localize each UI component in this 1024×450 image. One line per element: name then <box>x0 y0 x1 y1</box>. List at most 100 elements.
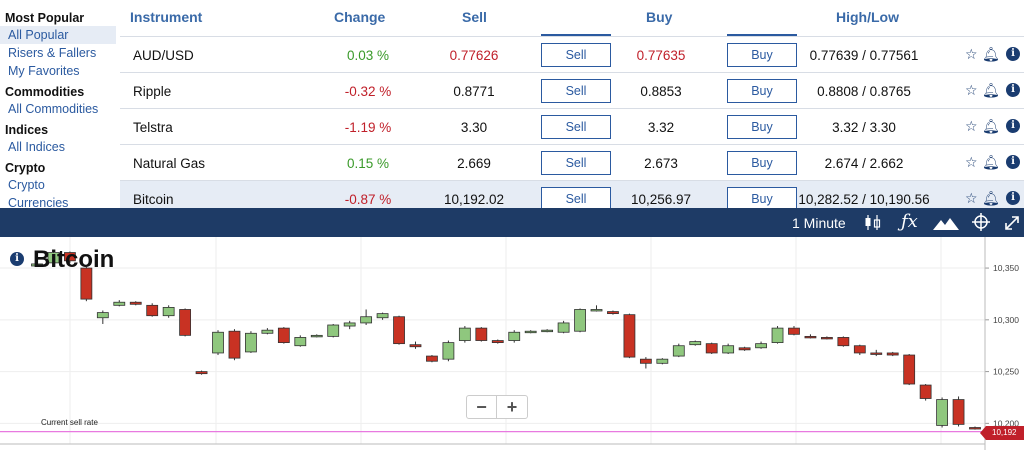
candle <box>113 301 126 306</box>
instrument-table: Instrument Change Sell Buy High/Low AUD/… <box>120 0 1024 216</box>
table-row[interactable]: AUD/USD 0.03 % 0.77626 Sell 0.77635 Buy 0.7763… <box>120 36 1024 72</box>
candle <box>129 301 142 305</box>
mountain-icon[interactable] <box>933 217 959 230</box>
bell-icon[interactable]: 🔔︎ <box>982 190 1000 206</box>
star-icon[interactable]: ☆ <box>965 190 978 206</box>
candle <box>574 309 586 332</box>
candle <box>903 354 916 385</box>
sidebar-item-all-popular[interactable]: All Popular <box>0 26 116 44</box>
sidebar-item-risers-fallers[interactable]: Risers & Fallers <box>8 46 97 60</box>
sidebar-item-crypto-currencies[interactable]: Crypto Currencies <box>8 178 69 210</box>
bell-icon[interactable]: 🔔︎ <box>982 82 1000 98</box>
info-icon[interactable]: i <box>1006 155 1020 169</box>
chart-toolbar: 1 Minute ƒx <box>0 208 1024 237</box>
sell-price: 2.669 <box>457 156 491 171</box>
zoom-in-button[interactable]: + <box>506 397 518 417</box>
instrument-name[interactable]: Telstra <box>133 120 173 135</box>
table-header: Instrument Change Sell Buy High/Low <box>120 0 1024 36</box>
change-value: 0.15 % <box>346 156 390 171</box>
candle <box>458 327 471 341</box>
info-icon[interactable]: i <box>1006 119 1020 133</box>
high-low-value: 2.674 / 2.662 <box>824 156 904 171</box>
sidebar-group-commodities: Commodities <box>5 85 85 99</box>
bell-icon[interactable]: 🔔︎ <box>982 118 1000 134</box>
sell-button[interactable]: Sell <box>541 187 611 211</box>
buy-button[interactable]: Buy <box>727 115 797 139</box>
candle <box>376 313 389 319</box>
zoom-out-button[interactable]: − <box>467 396 498 418</box>
expand-icon[interactable] <box>1004 215 1020 231</box>
sell-button[interactable]: Sell <box>541 115 611 139</box>
buy-button[interactable]: Buy <box>727 151 797 175</box>
chart-info-icon[interactable]: i <box>10 252 24 266</box>
crosshair-icon[interactable] <box>972 213 990 231</box>
candle <box>294 337 307 347</box>
candle <box>393 316 405 345</box>
candle <box>245 332 257 353</box>
candle <box>837 337 850 347</box>
table-row[interactable]: Telstra -1.19 % 3.30 Sell 3.32 Buy 3.32 / 3.30… <box>120 108 1024 144</box>
candle <box>656 358 669 364</box>
candlestick-icon[interactable] <box>864 214 882 231</box>
buy-price: 3.32 <box>647 120 675 135</box>
candle <box>228 330 241 359</box>
table-row[interactable]: Ripple -0.32 % 0.8771 Sell 0.8853 Buy 0.8808 /… <box>120 72 1024 108</box>
instrument-name[interactable]: AUD/USD <box>133 48 194 63</box>
buy-button[interactable]: Buy <box>727 79 797 103</box>
current-price-badge: 10,192 <box>980 426 1024 440</box>
sell-button[interactable]: Sell <box>541 151 611 175</box>
change-value: -1.19 % <box>344 120 392 135</box>
sell-price: 3.30 <box>460 120 488 135</box>
sell-price: 10,192.02 <box>443 192 505 207</box>
sidebar-item-my-favorites[interactable]: My Favorites <box>8 64 80 78</box>
high-low-value: 10,282.52 / 10,190.56 <box>798 192 930 207</box>
candle <box>952 399 965 425</box>
bell-icon[interactable]: 🔔︎ <box>982 46 1000 62</box>
zoom-control: − + <box>466 395 528 419</box>
candle <box>64 252 76 262</box>
buy-button[interactable]: Buy <box>727 43 797 67</box>
sidebar-item-all-commodities[interactable]: All Commodities <box>8 102 99 116</box>
table-row[interactable]: Natural Gas 0.15 % 2.669 Sell 2.673 Buy 2.674 … <box>120 144 1024 180</box>
header-buy[interactable]: Buy <box>646 9 673 25</box>
star-icon[interactable]: ☆ <box>965 154 978 170</box>
sell-button[interactable]: Sell <box>541 79 611 103</box>
bell-icon[interactable]: 🔔︎ <box>982 154 1000 170</box>
candle <box>689 341 702 346</box>
candle <box>886 352 899 356</box>
candle <box>343 322 356 327</box>
header-instrument[interactable]: Instrument <box>130 9 203 25</box>
sidebar-item-all-indices[interactable]: All Indices <box>8 140 65 154</box>
header-high-low[interactable]: High/Low <box>836 9 899 25</box>
star-icon[interactable]: ☆ <box>965 82 978 98</box>
info-icon[interactable]: i <box>1006 191 1020 205</box>
info-icon[interactable]: i <box>1006 47 1020 61</box>
fx-icon[interactable]: ƒx <box>901 211 918 232</box>
timeframe-selector[interactable]: 1 Minute <box>792 215 846 231</box>
header-sell[interactable]: Sell <box>462 9 487 25</box>
candle <box>820 337 833 340</box>
instrument-name[interactable]: Ripple <box>133 84 172 99</box>
change-value: -0.87 % <box>344 192 392 207</box>
star-icon[interactable]: ☆ <box>965 46 978 62</box>
star-icon[interactable]: ☆ <box>965 118 978 134</box>
candle <box>557 322 570 333</box>
sidebar-group-crypto: Crypto <box>5 161 46 175</box>
header-change[interactable]: Change <box>334 9 386 25</box>
instrument-name[interactable]: Bitcoin <box>133 192 174 207</box>
candle <box>475 327 488 341</box>
candle <box>442 342 455 360</box>
info-icon[interactable]: i <box>1006 83 1020 97</box>
high-low-value: 3.32 / 3.30 <box>832 120 896 135</box>
price-chart[interactable]: 10,350 10,300 10,250 10,200 <box>0 237 1024 450</box>
buy-price: 0.8853 <box>640 84 682 99</box>
sell-price: 0.8771 <box>453 84 495 99</box>
instrument-name[interactable]: Natural Gas <box>133 156 206 171</box>
buy-button[interactable]: Buy <box>727 187 797 211</box>
candle <box>639 358 652 364</box>
chart-title: Bitcoin <box>33 246 115 273</box>
candle <box>195 371 208 375</box>
candle <box>541 329 554 333</box>
sell-button[interactable]: Sell <box>541 43 611 67</box>
candle <box>508 331 521 341</box>
